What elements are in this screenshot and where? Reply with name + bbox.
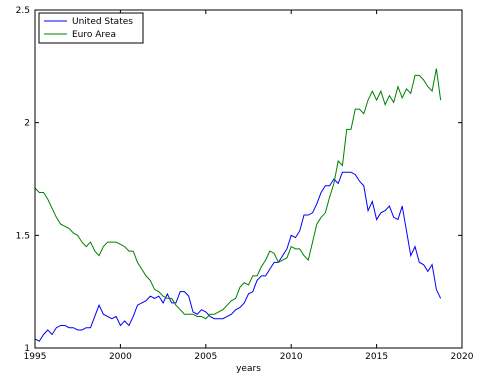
legend-entry-label: Euro Area (72, 30, 116, 40)
legend-box (38, 12, 144, 44)
x-tick-label: 2010 (280, 352, 303, 362)
x-axis: 1995 2000 2005 2010 2015 2020 (24, 10, 474, 362)
series-line-euro-area (34, 68, 442, 320)
y-axis: 1 1.5 2 2.5 (16, 6, 462, 354)
series-layer (34, 68, 442, 342)
x-tick-label: 2005 (194, 352, 217, 362)
x-axis-label: years (236, 364, 261, 374)
x-tick-label: 2000 (109, 352, 132, 362)
plot-frame (34, 9, 463, 349)
series-line-united-states (34, 171, 442, 342)
x-tick-label: 2015 (365, 352, 388, 362)
legend-entry-label: United States (72, 17, 133, 27)
x-tick-label: 2020 (451, 352, 474, 362)
y-tick-label: 1 (24, 344, 30, 354)
legend: United States Euro Area (38, 12, 144, 44)
y-tick-label: 2 (24, 119, 30, 129)
y-tick-label: 2.5 (16, 6, 30, 16)
x-tick-label: 1995 (24, 352, 47, 362)
y-tick-label: 1.5 (16, 231, 30, 241)
